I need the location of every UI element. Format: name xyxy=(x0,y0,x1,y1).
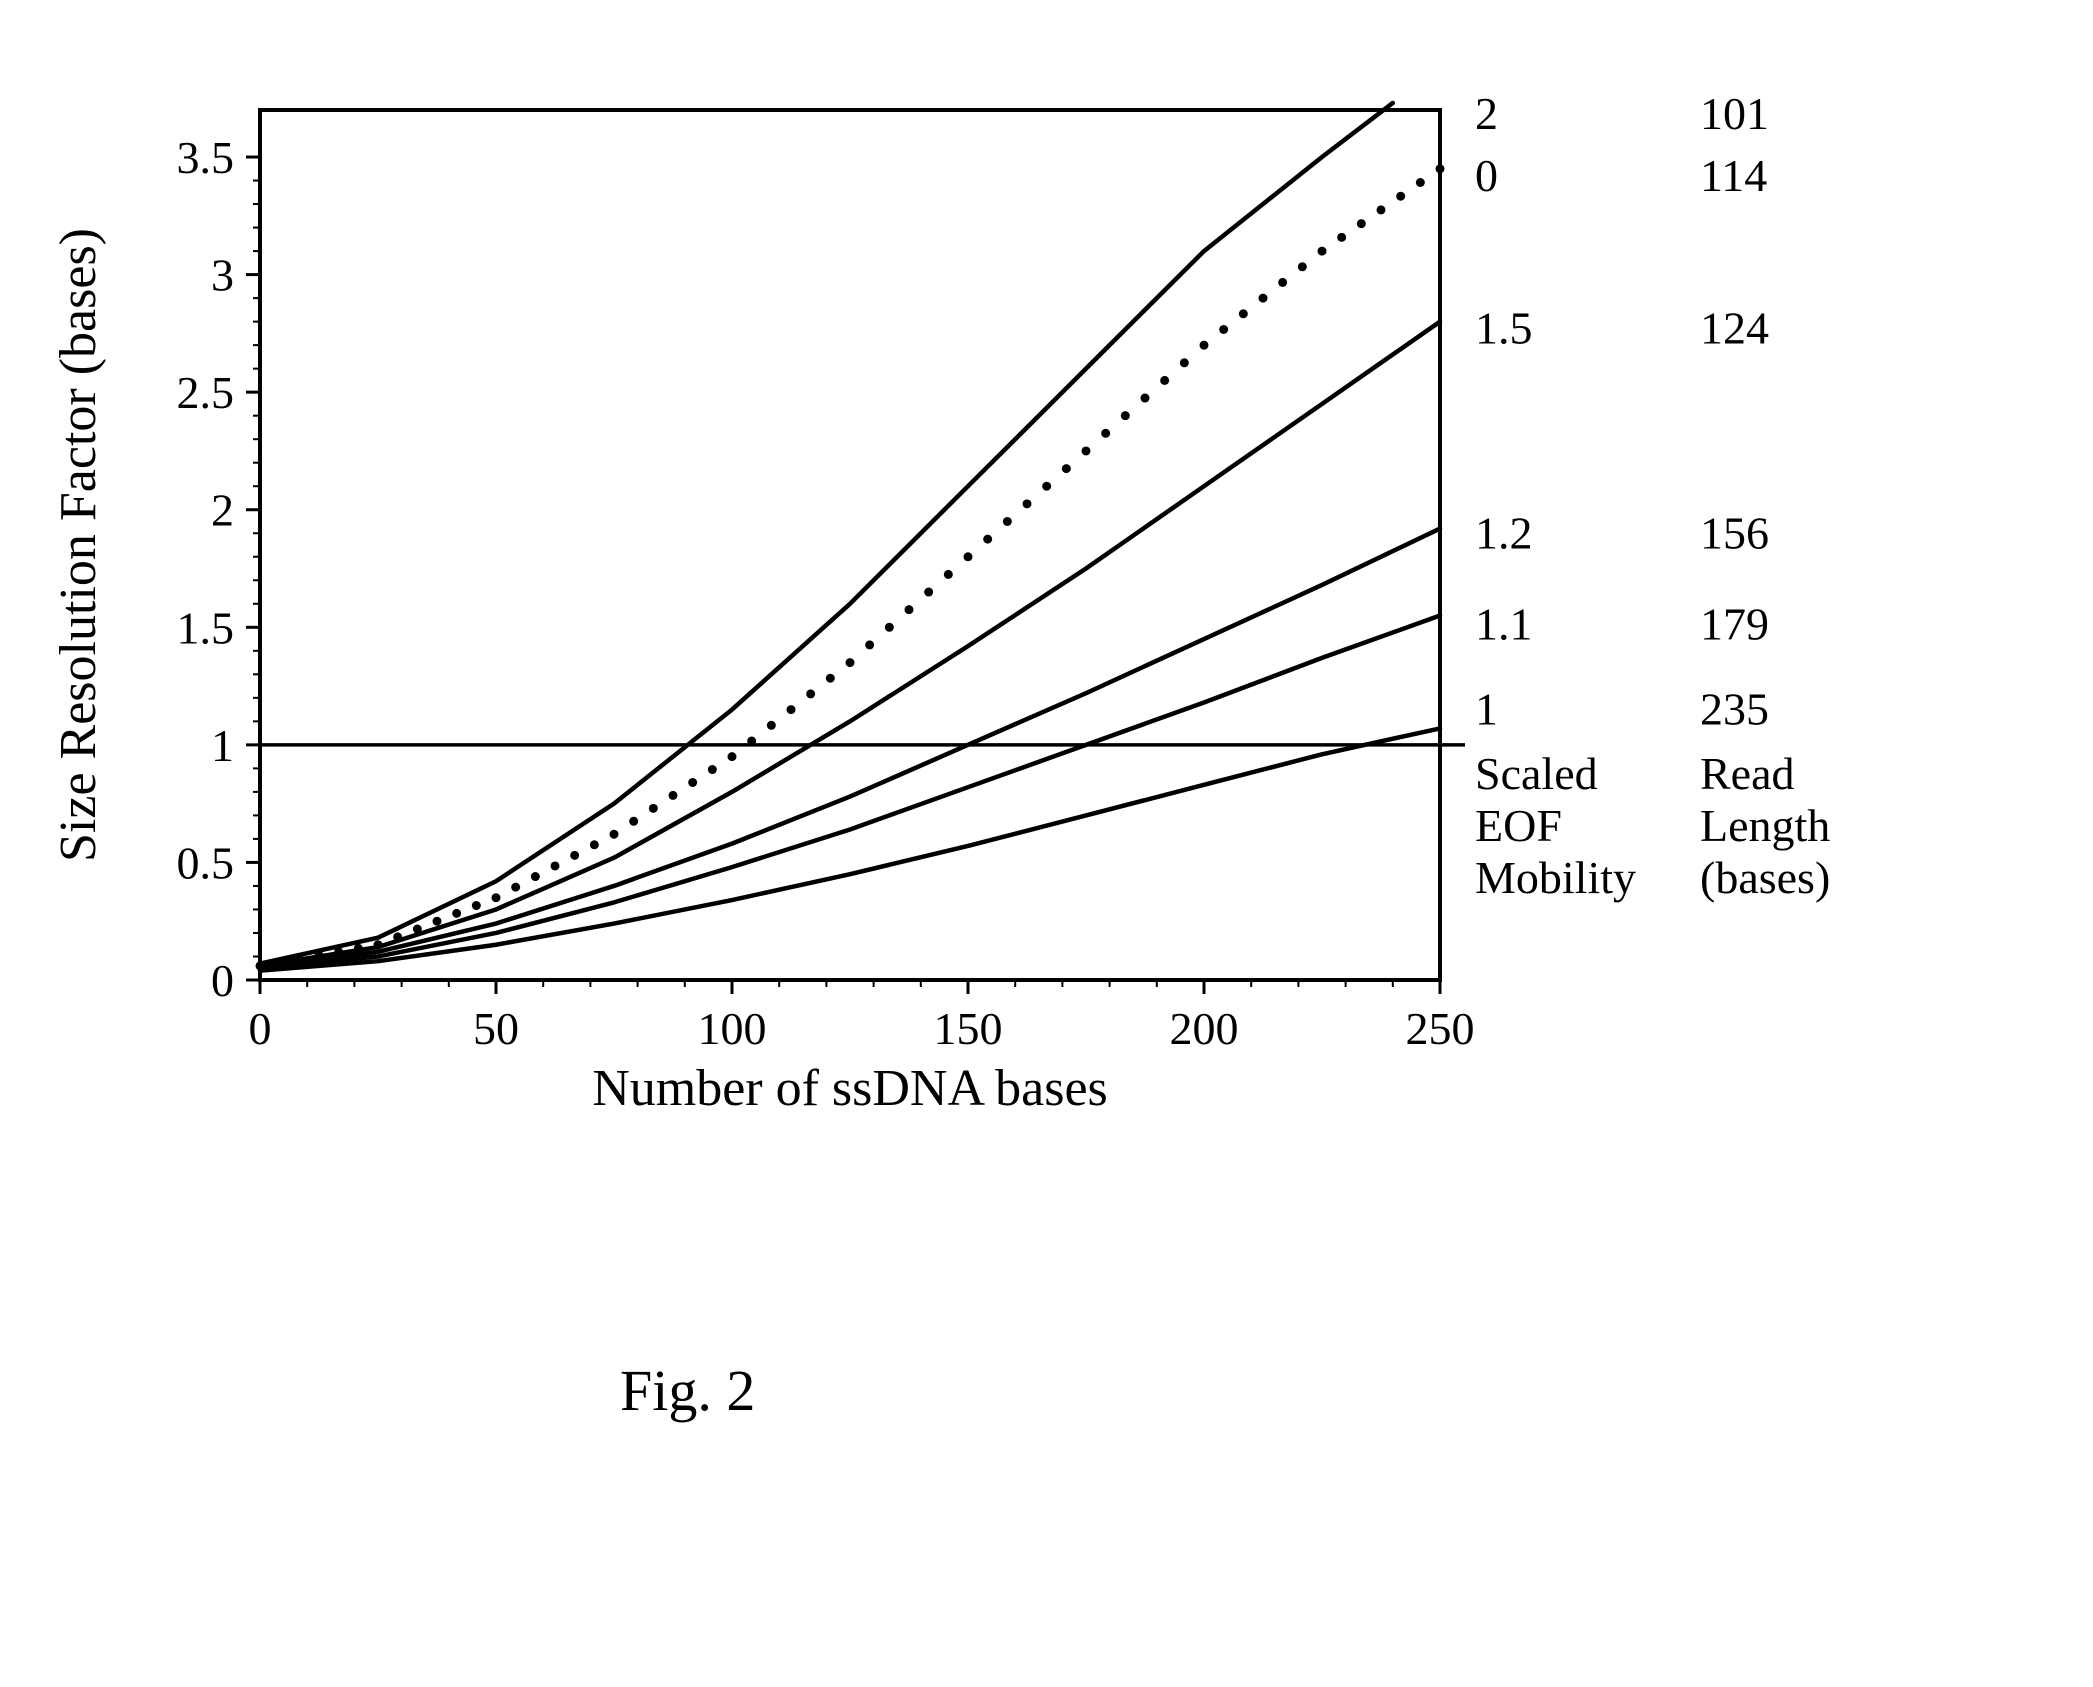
series-dot xyxy=(610,830,619,839)
series-dot xyxy=(1396,192,1405,201)
series-dot xyxy=(1023,499,1032,508)
series-label-col2: 179 xyxy=(1700,599,1769,650)
series-dot xyxy=(1082,446,1091,455)
series-dot xyxy=(924,588,933,597)
legend-header-col2: (bases) xyxy=(1700,852,1830,903)
series-line xyxy=(260,103,1393,964)
series-label-col2: 156 xyxy=(1700,508,1769,559)
series-dot xyxy=(649,804,658,813)
series-dot xyxy=(885,623,894,632)
series-dot xyxy=(1318,247,1327,256)
series-dot xyxy=(846,658,855,667)
series-dot xyxy=(472,901,481,910)
series-dot xyxy=(1416,178,1425,187)
series-dot xyxy=(1180,358,1189,367)
legend-header-col2: Length xyxy=(1700,800,1830,851)
series-dot xyxy=(1160,376,1169,385)
figure-container: { "figure_label": "Fig. 2", "figure_labe… xyxy=(0,0,2093,1687)
y-tick-label: 0 xyxy=(211,955,234,1006)
series-dot xyxy=(905,605,914,614)
series-dot xyxy=(570,851,579,860)
series-dot xyxy=(452,909,461,918)
series-dot xyxy=(964,552,973,561)
series-dot xyxy=(1377,205,1386,214)
y-tick-label: 3 xyxy=(211,250,234,301)
x-tick-label: 250 xyxy=(1406,1003,1475,1054)
series-dot xyxy=(1101,429,1110,438)
series-dot xyxy=(1200,341,1209,350)
series-label-col1: 2 xyxy=(1475,88,1498,139)
series-dot xyxy=(1357,219,1366,228)
series-line xyxy=(260,728,1440,970)
series-label-col1: 1 xyxy=(1475,683,1498,734)
series-dot xyxy=(1436,164,1445,173)
series-dot xyxy=(944,570,953,579)
x-tick-label: 0 xyxy=(249,1003,272,1054)
series-dot xyxy=(492,893,501,902)
series-dot xyxy=(767,721,776,730)
y-axis-label: Size Resolution Factor (bases) xyxy=(50,228,107,862)
series-dot xyxy=(1337,233,1346,242)
x-tick-label: 150 xyxy=(934,1003,1003,1054)
series-label-col1: 1.2 xyxy=(1475,508,1533,559)
series-line xyxy=(260,616,1440,969)
series-dot xyxy=(1141,394,1150,403)
series-dot xyxy=(983,535,992,544)
series-line xyxy=(260,322,1440,966)
series-dot xyxy=(1219,325,1228,334)
series-dot xyxy=(747,736,756,745)
y-tick-label: 2.5 xyxy=(177,367,235,418)
series-dot xyxy=(590,840,599,849)
series-dot xyxy=(669,791,678,800)
series-dot xyxy=(806,689,815,698)
legend-header-col1: Scaled xyxy=(1475,748,1598,799)
series-dot xyxy=(1239,309,1248,318)
series-label-col1: 1.1 xyxy=(1475,599,1533,650)
series-label-col2: 124 xyxy=(1700,303,1769,354)
series-dot xyxy=(688,778,697,787)
series-dot xyxy=(865,640,874,649)
series-label-col2: 114 xyxy=(1700,150,1767,201)
series-dot xyxy=(826,674,835,683)
series-dot xyxy=(728,752,737,761)
series-dot xyxy=(433,917,442,926)
series-dot xyxy=(1121,411,1130,420)
series-dot xyxy=(708,765,717,774)
x-axis-label: Number of ssDNA bases xyxy=(592,1060,1108,1117)
series-dot xyxy=(1003,517,1012,526)
x-tick-label: 50 xyxy=(473,1003,519,1054)
series-dot xyxy=(1042,482,1051,491)
y-tick-label: 0.5 xyxy=(177,837,235,888)
series-dot xyxy=(1062,464,1071,473)
figure-label: Fig. 2 xyxy=(620,1358,755,1423)
plot-border xyxy=(260,110,1440,980)
resolution-chart: 0 50 100 150 200 250 0 0.5 1 1.5 2 2.5 3 3.5 Number of… xyxy=(0,0,2093,1687)
series-line xyxy=(260,529,1440,969)
x-tick-label: 200 xyxy=(1170,1003,1239,1054)
series-dot xyxy=(531,872,540,881)
series-dot xyxy=(629,817,638,826)
series-dot xyxy=(1278,278,1287,287)
series-label-col2: 101 xyxy=(1700,88,1769,139)
series-label-col2: 235 xyxy=(1700,683,1769,734)
series-label-col1: 0 xyxy=(1475,150,1498,201)
series-dot xyxy=(511,883,520,892)
legend-header-col1: EOF xyxy=(1475,800,1562,851)
y-tick-label: 1 xyxy=(211,720,234,771)
series-dot xyxy=(787,705,796,714)
series-label-col1: 1.5 xyxy=(1475,303,1533,354)
legend-header-col1: Mobility xyxy=(1475,852,1636,903)
y-tick-label: 1.5 xyxy=(177,602,235,653)
y-tick-label: 3.5 xyxy=(177,132,235,183)
series-dot xyxy=(1259,294,1268,303)
series-dot xyxy=(1298,262,1307,271)
x-tick-label: 100 xyxy=(698,1003,767,1054)
y-tick-label: 2 xyxy=(211,485,234,536)
legend-header-col2: Read xyxy=(1700,748,1795,799)
series-dot xyxy=(551,861,560,870)
